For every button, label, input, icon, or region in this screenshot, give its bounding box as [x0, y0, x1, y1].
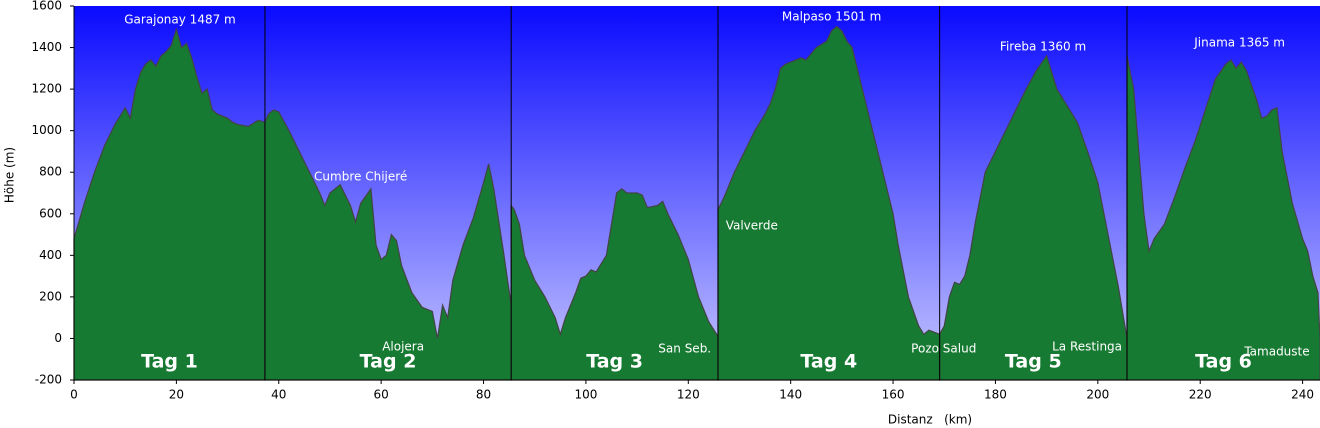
elevation-area [939, 54, 1128, 381]
y-tick-label: 1400 [31, 40, 62, 54]
y-tick-label: 600 [39, 206, 62, 220]
elevation-area [510, 188, 719, 381]
annotation: Cumbre Chijeré [314, 170, 407, 184]
annotation: Malpaso 1501 m [782, 10, 881, 24]
y-tick-label: 1600 [31, 0, 62, 13]
day-label: Tag 4 [800, 351, 857, 373]
day-label: Tag 3 [586, 351, 643, 373]
annotation: San Seb. [658, 342, 711, 356]
annotation: Garajonay 1487 m [124, 12, 236, 26]
y-tick-label: -200 [35, 373, 62, 387]
x-axis-title: Distanz (km) [888, 413, 972, 427]
annotation: Tamaduste [1243, 345, 1309, 359]
x-tick-label: 140 [779, 388, 802, 402]
x-tick-label: 120 [677, 388, 700, 402]
y-tick-label: 0 [54, 331, 62, 345]
elevation-area [73, 27, 266, 381]
elevation-area [1126, 55, 1320, 381]
y-tick-label: 800 [39, 165, 62, 179]
y-axis-title: Höhe (m) [3, 147, 17, 203]
x-tick-label: 100 [574, 388, 597, 402]
x-tick-label: 60 [374, 388, 389, 402]
day-label: Tag 6 [1195, 351, 1252, 373]
x-tick-label: 220 [1189, 388, 1212, 402]
annotation: La Restinga [1052, 339, 1122, 353]
y-tick-label: 400 [39, 248, 62, 262]
x-tick-label: 20 [169, 388, 184, 402]
y-tick-label: 1000 [31, 123, 62, 137]
x-tick-label: 240 [1291, 388, 1314, 402]
x-tick-label: 0 [70, 388, 78, 402]
annotation: Jinama 1365 m [1193, 35, 1285, 49]
elevation-area [717, 25, 941, 381]
elevation-area [264, 109, 512, 381]
x-tick-label: 180 [984, 388, 1007, 402]
x-tick-label: 160 [882, 388, 905, 402]
annotation: Valverde [726, 219, 778, 233]
x-tick-label: 40 [271, 388, 286, 402]
annotation: Alojera [382, 339, 424, 353]
x-tick-label: 80 [476, 388, 491, 402]
annotation: Fireba 1360 m [1000, 39, 1086, 53]
y-tick-label: 200 [39, 289, 62, 303]
day-label: Tag 5 [1005, 351, 1062, 373]
annotation: Pozo Salud [911, 342, 976, 356]
day-label: Tag 1 [141, 351, 198, 373]
day-label: Tag 2 [360, 351, 417, 373]
x-tick-label: 200 [1086, 388, 1109, 402]
y-tick-label: 1200 [31, 82, 62, 96]
